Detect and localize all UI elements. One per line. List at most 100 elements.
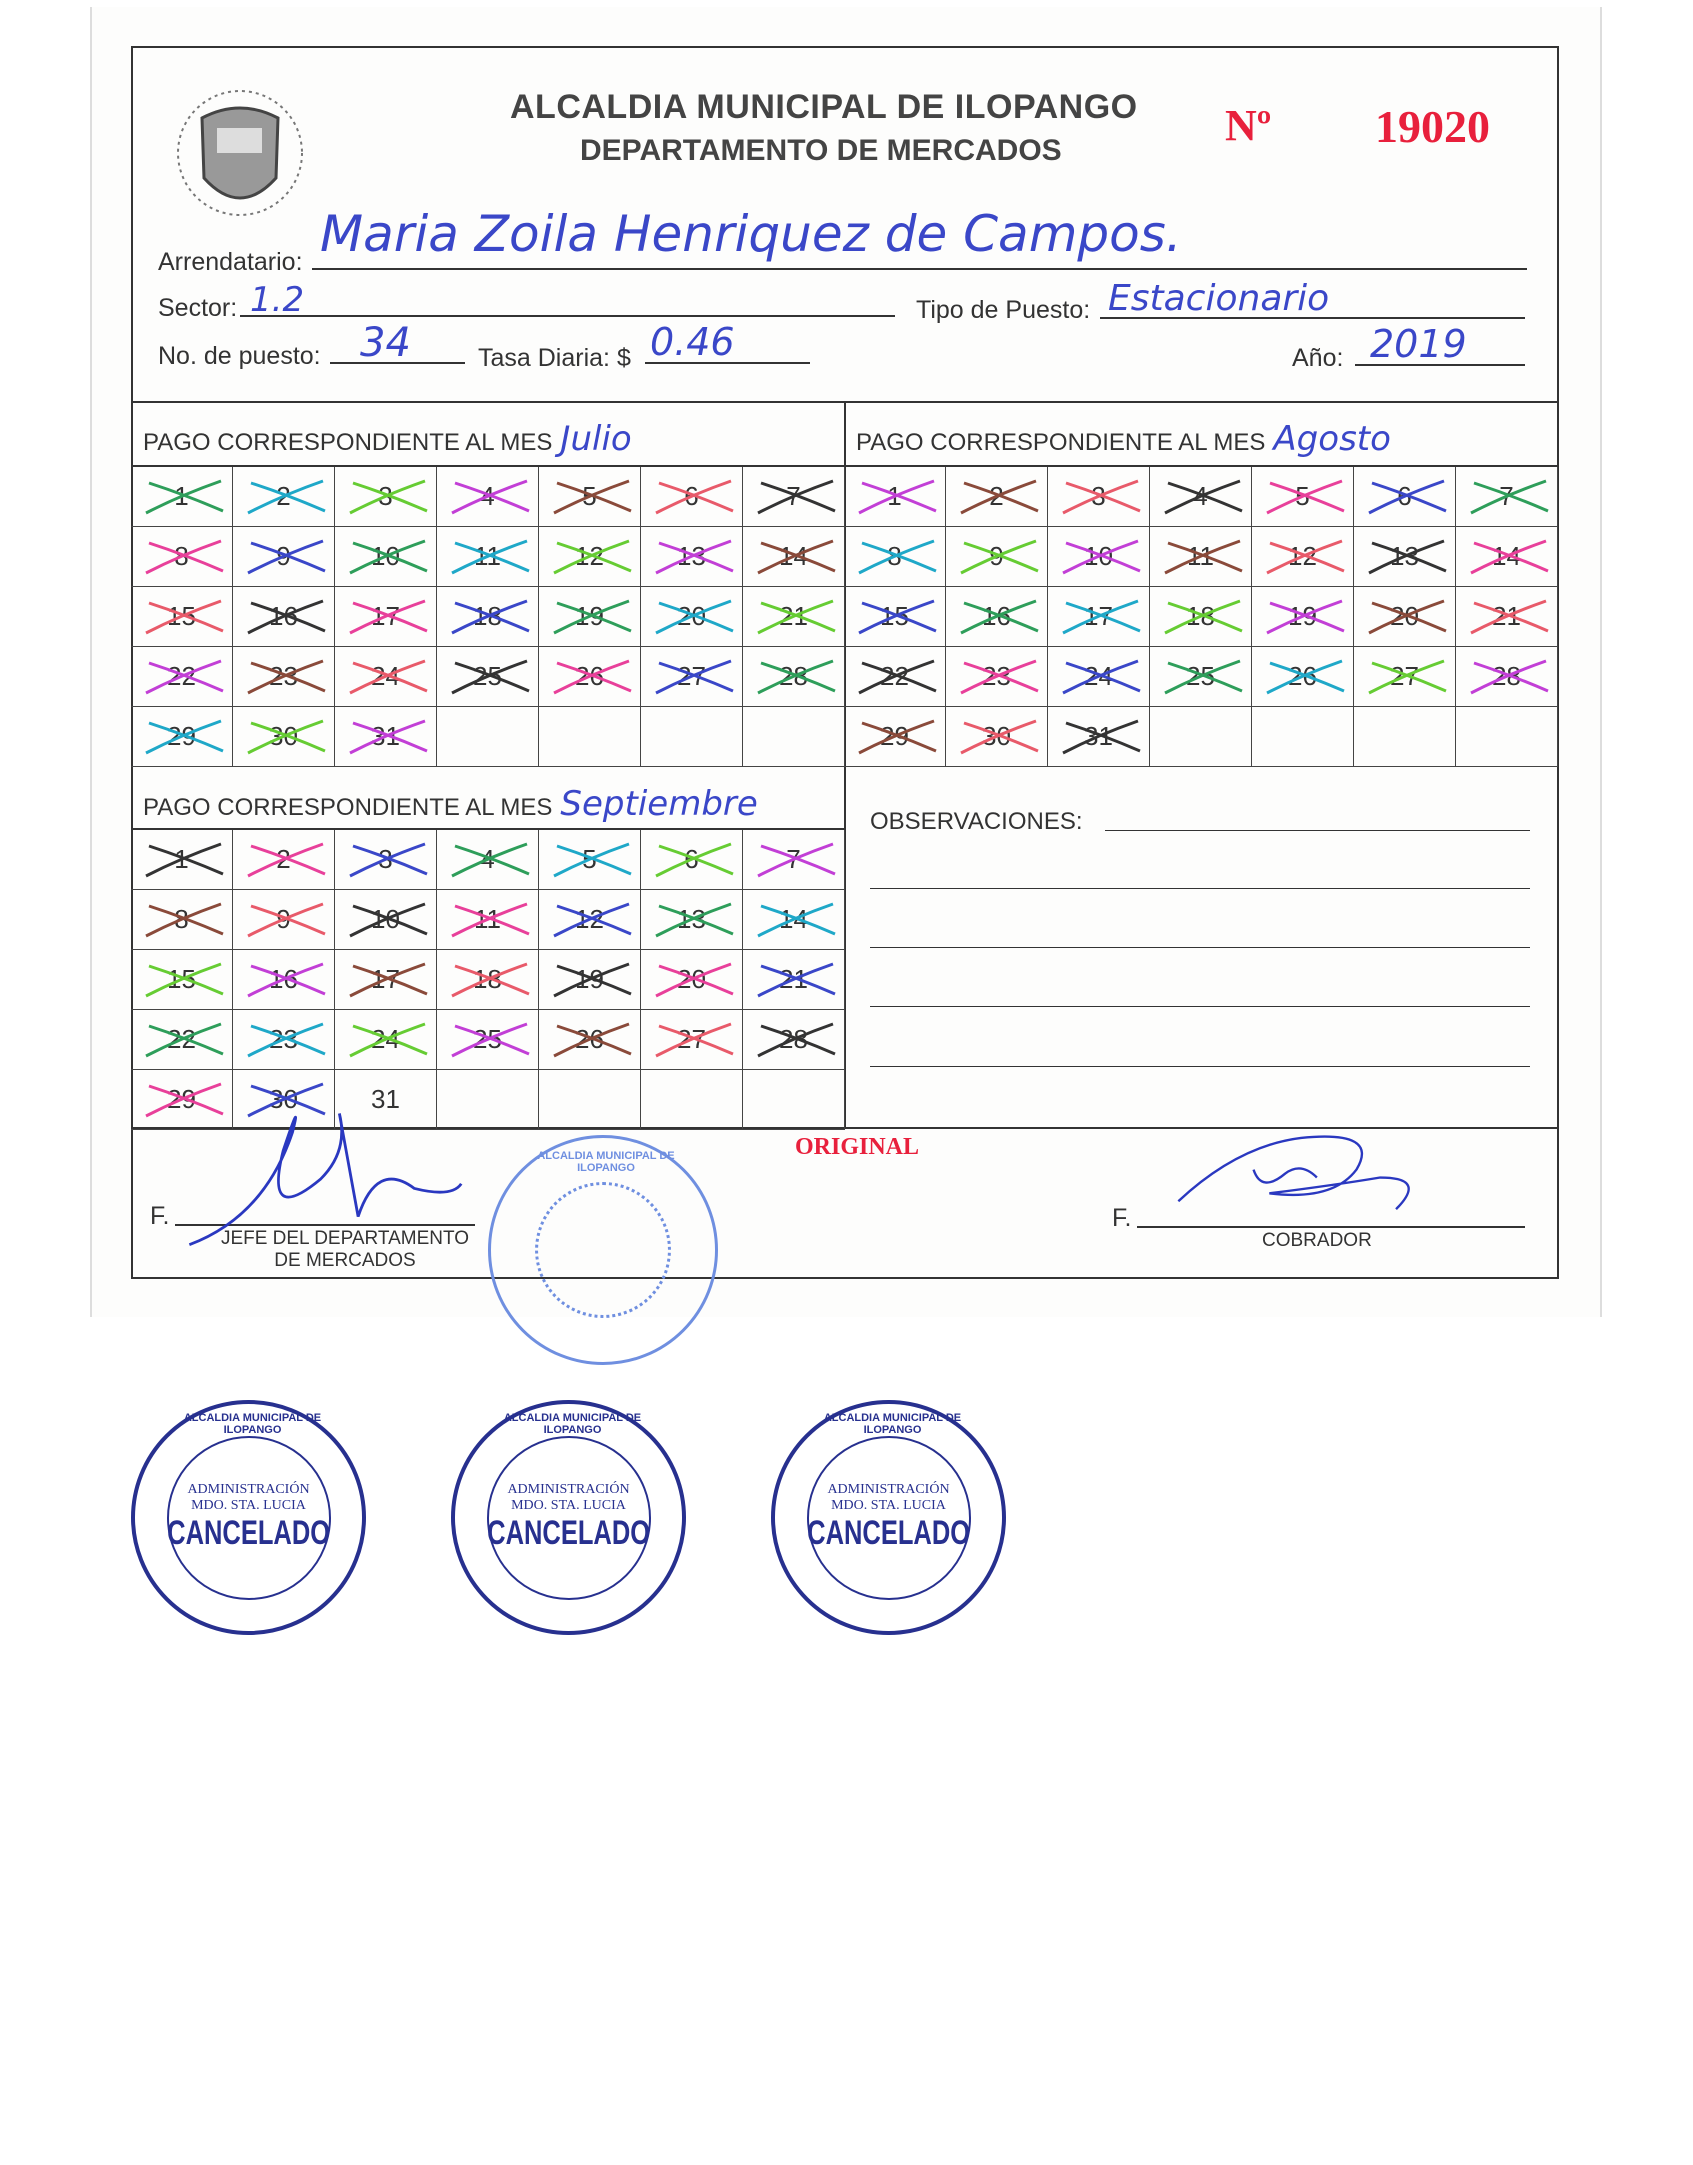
day-cell-2[interactable]: 2: [233, 467, 335, 527]
day-cell-17[interactable]: 17: [1048, 587, 1150, 647]
day-cell-27[interactable]: 27: [641, 647, 743, 707]
day-cell-22[interactable]: 22: [844, 647, 946, 707]
day-cell-18[interactable]: 18: [1150, 587, 1252, 647]
day-cell-29[interactable]: 29: [131, 707, 233, 767]
day-cell-15[interactable]: 15: [131, 587, 233, 647]
day-cell-24[interactable]: 24: [1048, 647, 1150, 707]
day-cell-1[interactable]: 1: [131, 467, 233, 527]
day-cell-24[interactable]: 24: [335, 647, 437, 707]
day-cell-4[interactable]: 4: [1150, 467, 1252, 527]
day-cell-15[interactable]: 15: [131, 950, 233, 1010]
day-cell-6[interactable]: 6: [1354, 467, 1456, 527]
day-cell-21[interactable]: 21: [1456, 587, 1558, 647]
day-cell-19[interactable]: 19: [539, 587, 641, 647]
day-cell-14[interactable]: 14: [743, 890, 845, 950]
day-cell-5[interactable]: 5: [1252, 467, 1354, 527]
day-cell-5[interactable]: 5: [539, 467, 641, 527]
day-cell-13[interactable]: 13: [641, 527, 743, 587]
day-cell-10[interactable]: 10: [1048, 527, 1150, 587]
day-cell-16[interactable]: 16: [946, 587, 1048, 647]
day-cell-13[interactable]: 13: [641, 890, 743, 950]
day-cell-23[interactable]: 23: [233, 647, 335, 707]
day-cell-28[interactable]: 28: [743, 647, 845, 707]
day-cell-9[interactable]: 9: [233, 527, 335, 587]
day-cell-23[interactable]: 23: [946, 647, 1048, 707]
day-cell-7[interactable]: 7: [743, 830, 845, 890]
day-cell-27[interactable]: 27: [1354, 647, 1456, 707]
day-cell-14[interactable]: 14: [743, 527, 845, 587]
day-cell-19[interactable]: 19: [1252, 587, 1354, 647]
paid-cross-mark: [145, 719, 224, 755]
day-cell-6[interactable]: 6: [641, 467, 743, 527]
day-cell-3[interactable]: 3: [335, 467, 437, 527]
day-cell-7[interactable]: 7: [743, 467, 845, 527]
day-cell-8[interactable]: 8: [844, 527, 946, 587]
day-cell-5[interactable]: 5: [539, 830, 641, 890]
paid-cross-mark: [1062, 539, 1141, 575]
day-cell-17[interactable]: 17: [335, 950, 437, 1010]
day-cell-8[interactable]: 8: [131, 890, 233, 950]
day-cell-20[interactable]: 20: [641, 587, 743, 647]
day-cell-8[interactable]: 8: [131, 527, 233, 587]
day-cell-28[interactable]: 28: [743, 1010, 845, 1070]
day-cell-31[interactable]: 31: [335, 1070, 437, 1130]
day-cell-30[interactable]: 30: [233, 707, 335, 767]
day-cell-25[interactable]: 25: [437, 647, 539, 707]
day-cell-2[interactable]: 2: [233, 830, 335, 890]
day-cell-7[interactable]: 7: [1456, 467, 1558, 527]
day-cell-12[interactable]: 12: [1252, 527, 1354, 587]
day-cell-27[interactable]: 27: [641, 1010, 743, 1070]
day-cell-23[interactable]: 23: [233, 1010, 335, 1070]
day-cell-9[interactable]: 9: [946, 527, 1048, 587]
day-cell-15[interactable]: 15: [844, 587, 946, 647]
day-cell-26[interactable]: 26: [539, 647, 641, 707]
day-cell-21[interactable]: 21: [743, 587, 845, 647]
cobrador-label: COBRADOR: [1262, 1230, 1372, 1251]
day-cell-3[interactable]: 3: [1048, 467, 1150, 527]
day-cell-22[interactable]: 22: [131, 647, 233, 707]
day-cell-18[interactable]: 18: [437, 587, 539, 647]
day-cell-11[interactable]: 11: [437, 527, 539, 587]
day-cell-1[interactable]: 1: [131, 830, 233, 890]
day-cell-18[interactable]: 18: [437, 950, 539, 1010]
day-cell-17[interactable]: 17: [335, 587, 437, 647]
day-cell-25[interactable]: 25: [437, 1010, 539, 1070]
day-cell-25[interactable]: 25: [1150, 647, 1252, 707]
day-cell-6[interactable]: 6: [641, 830, 743, 890]
day-cell-31[interactable]: 31: [335, 707, 437, 767]
day-cell-30[interactable]: 30: [946, 707, 1048, 767]
day-cell-28[interactable]: 28: [1456, 647, 1558, 707]
day-cell-16[interactable]: 16: [233, 950, 335, 1010]
day-cell-30[interactable]: 30: [233, 1070, 335, 1130]
day-cell-9[interactable]: 9: [233, 890, 335, 950]
day-cell-11[interactable]: 11: [437, 890, 539, 950]
day-cell-11[interactable]: 11: [1150, 527, 1252, 587]
day-cell-4[interactable]: 4: [437, 830, 539, 890]
day-cell-31[interactable]: 31: [1048, 707, 1150, 767]
tasa-label: Tasa Diaria: $: [478, 344, 631, 372]
day-cell-16[interactable]: 16: [233, 587, 335, 647]
day-cell-19[interactable]: 19: [539, 950, 641, 1010]
day-cell-26[interactable]: 26: [1252, 647, 1354, 707]
day-cell-24[interactable]: 24: [335, 1010, 437, 1070]
day-cell-12[interactable]: 12: [539, 890, 641, 950]
empty-cell: [1150, 707, 1252, 767]
day-cell-12[interactable]: 12: [539, 527, 641, 587]
day-cell-1[interactable]: 1: [844, 467, 946, 527]
day-cell-10[interactable]: 10: [335, 890, 437, 950]
day-cell-4[interactable]: 4: [437, 467, 539, 527]
receipt-card: [90, 7, 1602, 1317]
day-cell-20[interactable]: 20: [1354, 587, 1456, 647]
day-cell-21[interactable]: 21: [743, 950, 845, 1010]
paid-cross-mark: [451, 902, 530, 938]
day-cell-14[interactable]: 14: [1456, 527, 1558, 587]
day-cell-2[interactable]: 2: [946, 467, 1048, 527]
day-cell-29[interactable]: 29: [131, 1070, 233, 1130]
day-cell-10[interactable]: 10: [335, 527, 437, 587]
day-cell-20[interactable]: 20: [641, 950, 743, 1010]
day-cell-13[interactable]: 13: [1354, 527, 1456, 587]
day-cell-26[interactable]: 26: [539, 1010, 641, 1070]
day-cell-22[interactable]: 22: [131, 1010, 233, 1070]
day-cell-29[interactable]: 29: [844, 707, 946, 767]
day-cell-3[interactable]: 3: [335, 830, 437, 890]
